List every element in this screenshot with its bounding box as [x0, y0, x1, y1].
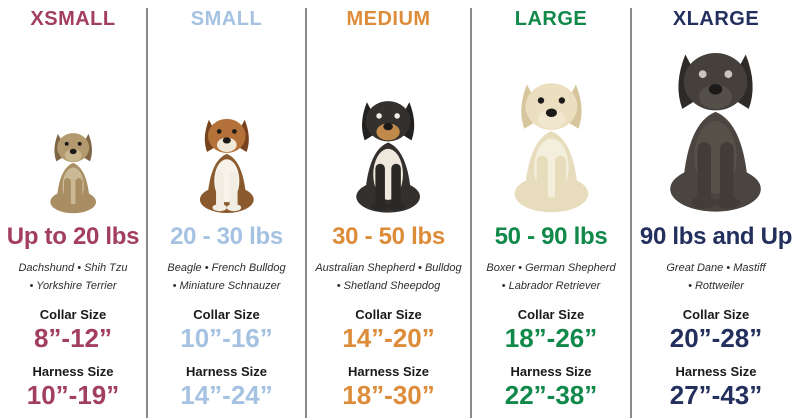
harness-size-value: 10”-19”: [26, 380, 120, 410]
dog-photo-large: [472, 31, 630, 215]
column-divider: [630, 8, 632, 418]
dog-illustration-great-dane: [670, 53, 762, 212]
collar-size-label: Collar Size: [355, 307, 422, 322]
collar-size-value: 14”-20”: [342, 323, 435, 353]
breed-line: Boxer • German Shepherd: [486, 262, 616, 274]
harness-size-label: Harness Size: [186, 364, 267, 379]
collar-size-label: Collar Size: [517, 307, 585, 322]
dog-illustration-beagle: [199, 118, 254, 213]
collar-size-value: 20”-28”: [669, 323, 763, 353]
breed-list: Beagle • French Bulldog • Miniature Schn…: [167, 260, 285, 296]
breed-line: Dachshund • Shih Tzu: [18, 262, 128, 274]
harness-size-value: 22”-38”: [504, 380, 598, 410]
size-title-xsmall: XSMALL: [30, 8, 116, 30]
dog-illustration-labrador-retriever: [514, 83, 588, 213]
size-title-medium: MEDIUM: [346, 8, 431, 30]
dog-photo-small: [148, 31, 305, 215]
size-title-large: LARGE: [514, 8, 588, 30]
breed-line: Beagle • French Bulldog: [167, 262, 286, 274]
breed-line: • Miniature Schnauzer: [172, 279, 281, 292]
column-divider: [146, 8, 148, 418]
weight-range: 90 lbs and Up: [639, 223, 793, 250]
breed-list: Australian Shepherd • Bulldog • Shetland…: [315, 260, 461, 296]
column-divider: [470, 8, 472, 418]
breed-list: Great Dane • Mastiff • Rottweiler: [666, 260, 765, 296]
harness-size-label: Harness Size: [510, 364, 592, 379]
harness-size-label: Harness Size: [675, 364, 757, 379]
collar-size-label: Collar Size: [682, 307, 750, 322]
column-medium: MEDIUM 30 - 50 lbs Australian Sheph: [307, 0, 470, 418]
harness-size-value: 14”-24”: [180, 380, 273, 410]
dog-illustration-australian-shepherd: [356, 101, 421, 213]
column-xlarge: XLARGE 90 lbs and Up Great Dane • M: [632, 0, 800, 418]
breed-line: • Shetland Sheepdog: [336, 279, 441, 292]
weight-range: 20 - 30 lbs: [170, 223, 283, 250]
breed-line: Australian Shepherd • Bulldog: [315, 262, 462, 274]
breed-line: • Rottweiler: [688, 279, 744, 292]
harness-size-label: Harness Size: [348, 364, 429, 379]
collar-size-label: Collar Size: [39, 307, 107, 322]
breed-line: • Labrador Retriever: [501, 279, 601, 292]
size-title-small: SMALL: [190, 8, 263, 30]
breed-line: • Yorkshire Terrier: [29, 279, 117, 292]
breed-line: Great Dane • Mastiff: [666, 262, 766, 274]
collar-size-value: 8”-12”: [33, 323, 113, 353]
dog-illustration-yorkshire-terrier: [50, 133, 96, 214]
column-small: SMALL 20 - 30 lbs Beagle • French B: [148, 0, 305, 418]
harness-size-label: Harness Size: [32, 364, 114, 379]
column-xsmall: XSMALL Up to 20 lbs Dachshund • Shi: [0, 0, 146, 418]
dog-photo-medium: [307, 31, 470, 215]
collar-size-value: 10”-16”: [180, 323, 273, 353]
harness-size-value: 27”-43”: [669, 380, 763, 410]
breed-list: Boxer • German Shepherd • Labrador Retri…: [486, 260, 615, 296]
dog-photo-xsmall: [0, 31, 146, 215]
collar-size-label: Collar Size: [193, 307, 260, 322]
size-title-xlarge: XLARGE: [672, 8, 760, 30]
weight-range: 50 - 90 lbs: [494, 223, 608, 250]
column-divider: [305, 8, 307, 418]
weight-range: 30 - 50 lbs: [332, 223, 445, 250]
dog-photo-xlarge: [632, 31, 800, 215]
column-large: LARGE 50 - 90 lbs Boxer • German Sh: [472, 0, 630, 418]
breed-list: Dachshund • Shih Tzu • Yorkshire Terrier: [18, 260, 127, 296]
harness-size-value: 18”-30”: [342, 380, 435, 410]
weight-range: Up to 20 lbs: [6, 223, 140, 250]
collar-size-value: 18”-26”: [504, 323, 598, 353]
